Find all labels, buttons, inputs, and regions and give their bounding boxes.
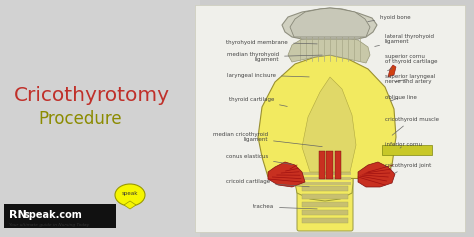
FancyBboxPatch shape <box>195 5 465 232</box>
Ellipse shape <box>115 184 145 206</box>
Polygon shape <box>290 8 370 37</box>
Text: trachea: trachea <box>253 205 317 210</box>
Text: inferior cornu: inferior cornu <box>385 142 422 148</box>
Polygon shape <box>302 77 356 172</box>
Polygon shape <box>295 171 353 201</box>
Polygon shape <box>288 36 370 63</box>
Text: Cricothyrotomy: Cricothyrotomy <box>14 86 170 105</box>
FancyBboxPatch shape <box>302 202 348 207</box>
Polygon shape <box>388 65 396 77</box>
FancyBboxPatch shape <box>299 182 351 185</box>
FancyBboxPatch shape <box>0 0 200 237</box>
FancyBboxPatch shape <box>299 177 351 180</box>
FancyBboxPatch shape <box>382 145 432 155</box>
Text: cricoid cartilage: cricoid cartilage <box>226 179 309 187</box>
FancyBboxPatch shape <box>297 177 353 231</box>
Text: lateral thyrohyoid
ligament: lateral thyrohyoid ligament <box>375 34 434 46</box>
FancyBboxPatch shape <box>327 151 334 179</box>
Text: cricothyroid muscle: cricothyroid muscle <box>385 117 439 135</box>
Text: median thyrohyoid
ligament: median thyrohyoid ligament <box>227 52 322 62</box>
Polygon shape <box>258 55 396 179</box>
Text: speak.com: speak.com <box>24 210 83 220</box>
FancyBboxPatch shape <box>302 218 348 223</box>
Text: median cricothyroid
ligament: median cricothyroid ligament <box>213 132 322 147</box>
Text: hyoid bone: hyoid bone <box>368 14 410 22</box>
FancyBboxPatch shape <box>302 210 348 215</box>
Polygon shape <box>268 162 305 187</box>
Polygon shape <box>282 8 377 39</box>
Text: thyrohyoid membrane: thyrohyoid membrane <box>226 40 317 45</box>
Polygon shape <box>124 201 136 209</box>
Text: thyroid cartilage: thyroid cartilage <box>228 96 287 106</box>
FancyBboxPatch shape <box>302 186 348 191</box>
Text: laryngeal incisure: laryngeal incisure <box>227 73 309 77</box>
Text: RN: RN <box>9 210 27 220</box>
Text: conus elasticus: conus elasticus <box>226 155 292 164</box>
Text: speak: speak <box>122 191 138 196</box>
Polygon shape <box>358 162 395 187</box>
FancyBboxPatch shape <box>319 151 325 179</box>
Text: Procedure: Procedure <box>38 110 122 128</box>
Text: superior laryngeal
nerve and artery: superior laryngeal nerve and artery <box>385 74 435 84</box>
FancyBboxPatch shape <box>335 151 341 179</box>
Text: oblique line: oblique line <box>385 95 417 101</box>
FancyBboxPatch shape <box>302 194 348 199</box>
FancyBboxPatch shape <box>4 204 116 228</box>
Text: cricothyroid joint: cricothyroid joint <box>385 163 431 173</box>
Text: Your ultimate guide in Nursing Today: Your ultimate guide in Nursing Today <box>9 223 89 227</box>
FancyBboxPatch shape <box>299 172 351 175</box>
Text: superior cornu
of thyroid cartilage: superior cornu of thyroid cartilage <box>385 54 438 71</box>
